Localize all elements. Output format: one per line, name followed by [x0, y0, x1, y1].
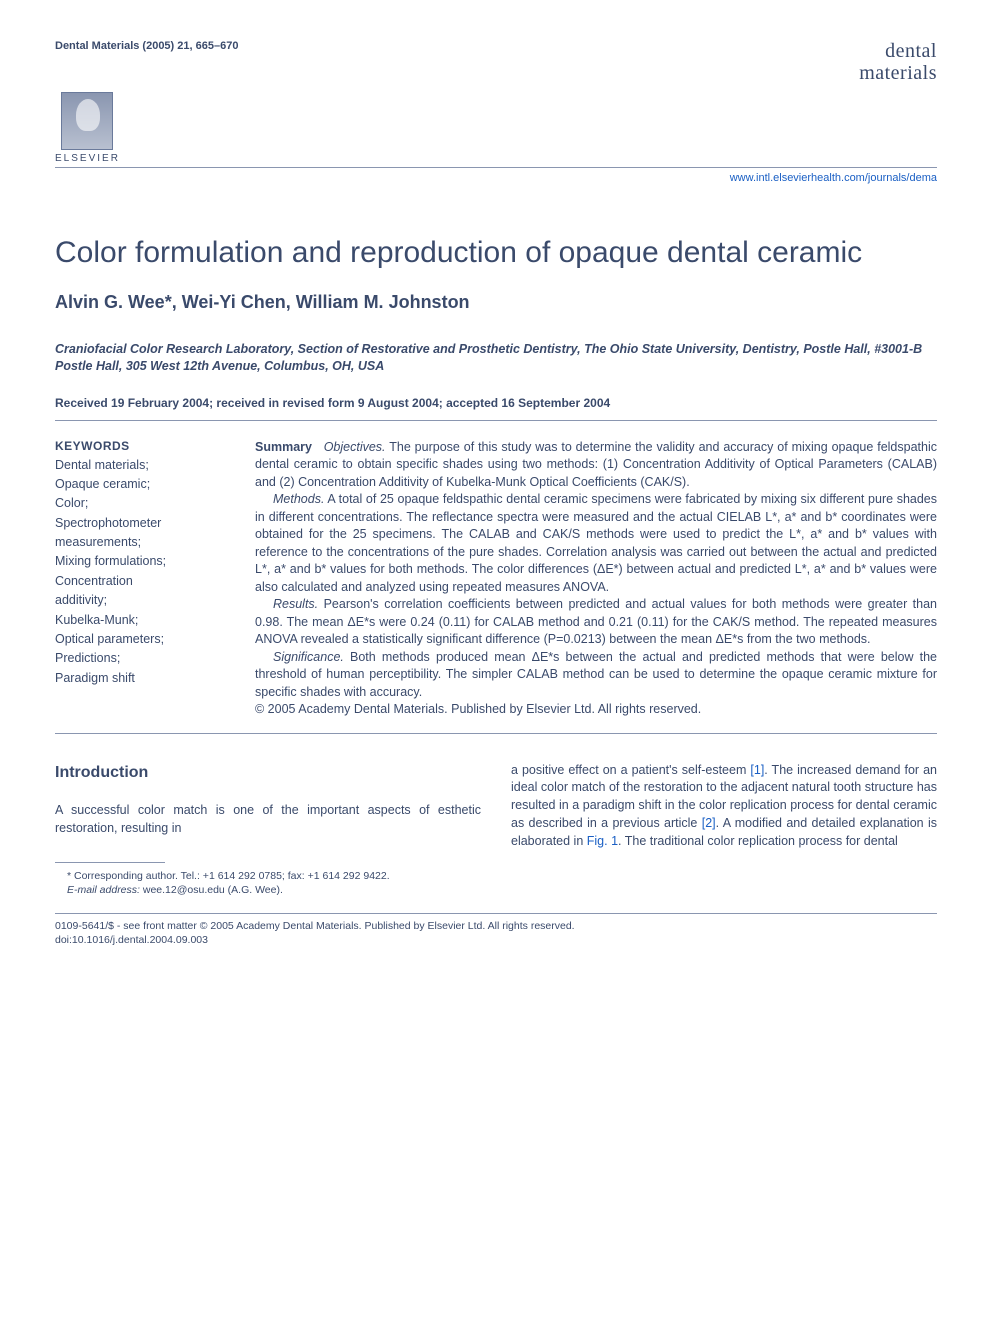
significance-text: Both methods produced mean ΔE*s between …	[255, 650, 937, 699]
fig-1-link[interactable]: Fig. 1	[587, 834, 618, 848]
intro-left-para: A successful color match is one of the i…	[55, 802, 481, 838]
keywords-column: KEYWORDS Dental materials; Opaque cerami…	[55, 439, 233, 719]
journal-url[interactable]: www.intl.elsevierhealth.com/journals/dem…	[55, 172, 937, 184]
intro-right-column: a positive effect on a patient's self-es…	[511, 762, 937, 898]
email-label: E-mail address:	[67, 884, 140, 896]
footer-line1: 0109-5641/$ - see front matter © 2005 Ac…	[55, 919, 937, 933]
summary-column: Summary Objectives. The purpose of this …	[255, 439, 937, 719]
authors: Alvin G. Wee*, Wei-Yi Chen, William M. J…	[55, 292, 937, 313]
corresponding-footnote: * Corresponding author. Tel.: +1 614 292…	[55, 869, 481, 883]
email-footnote: E-mail address: wee.12@osu.edu (A.G. Wee…	[55, 883, 481, 897]
journal-name-line2: materials	[859, 62, 937, 84]
abstract-row: KEYWORDS Dental materials; Opaque cerami…	[55, 439, 937, 734]
intro-left-column: Introduction A successful color match is…	[55, 762, 481, 898]
journal-name-line1: dental	[859, 40, 937, 62]
footnote-divider	[55, 862, 165, 863]
intro-right-4: . The traditional color replication proc…	[618, 834, 898, 848]
journal-citation: Dental Materials (2005) 21, 665–670	[55, 40, 238, 52]
keywords-heading: KEYWORDS	[55, 439, 233, 453]
header-row: Dental Materials (2005) 21, 665–670 dent…	[55, 40, 937, 84]
article-dates: Received 19 February 2004; received in r…	[55, 396, 937, 421]
results-label: Results.	[273, 597, 318, 611]
intro-right-1: a positive effect on a patient's self-es…	[511, 763, 750, 777]
elsevier-tree-icon	[61, 92, 113, 150]
elsevier-text: ELSEVIER	[55, 153, 120, 164]
objectives-label: Objectives.	[324, 440, 386, 454]
results-text: Pearson's correlation coefficients betwe…	[255, 597, 937, 646]
page-footer: 0109-5641/$ - see front matter © 2005 Ac…	[55, 913, 937, 947]
publisher-row: ELSEVIER	[55, 92, 937, 168]
significance-label: Significance.	[273, 650, 344, 664]
journal-name-box: dental materials	[859, 40, 937, 84]
ref-1-link[interactable]: [1]	[750, 763, 764, 777]
summary-label: Summary	[255, 440, 312, 454]
article-title: Color formulation and reproduction of op…	[55, 234, 937, 272]
methods-label: Methods.	[273, 492, 324, 506]
summary-copyright: © 2005 Academy Dental Materials. Publish…	[255, 701, 937, 719]
affiliation: Craniofacial Color Research Laboratory, …	[55, 341, 937, 376]
elsevier-logo: ELSEVIER	[55, 92, 120, 164]
intro-heading: Introduction	[55, 762, 481, 785]
intro-row: Introduction A successful color match is…	[55, 762, 937, 898]
footer-line2: doi:10.1016/j.dental.2004.09.003	[55, 933, 937, 947]
methods-text: A total of 25 opaque feldspathic dental …	[255, 492, 937, 594]
email-value: wee.12@osu.edu (A.G. Wee).	[140, 884, 283, 896]
keywords-list: Dental materials; Opaque ceramic; Color;…	[55, 456, 233, 689]
ref-2-link[interactable]: [2]	[702, 816, 716, 830]
